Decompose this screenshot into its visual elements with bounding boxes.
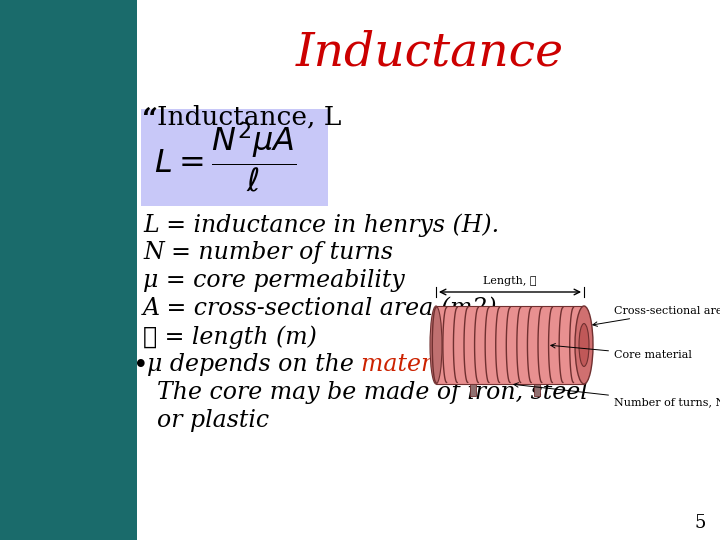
Text: material of core.: material of core. <box>361 353 560 376</box>
Text: “: “ <box>142 107 158 134</box>
Text: The core may be made of iron, steel: The core may be made of iron, steel <box>157 381 588 404</box>
Text: μ = core permeability: μ = core permeability <box>143 269 405 292</box>
Bar <box>436 306 584 384</box>
FancyBboxPatch shape <box>141 109 328 206</box>
Bar <box>0 0 137 540</box>
Text: Core material: Core material <box>551 343 692 360</box>
Bar <box>534 384 540 396</box>
Text: Inductance: Inductance <box>296 30 564 75</box>
Text: ℓ = length (m): ℓ = length (m) <box>143 325 317 348</box>
Text: Length, ℓ: Length, ℓ <box>483 276 536 286</box>
Text: μ depends on the: μ depends on the <box>147 353 361 376</box>
Text: •: • <box>133 353 148 378</box>
Text: N = number of turns: N = number of turns <box>143 241 393 264</box>
Ellipse shape <box>575 306 593 384</box>
Text: Inductance, L: Inductance, L <box>157 105 341 130</box>
Ellipse shape <box>430 306 442 384</box>
Text: Cross-sectional area, A: Cross-sectional area, A <box>593 306 720 326</box>
Text: $\mathit{L} = \dfrac{\mathit{N}^2\mathit{\mu A}}{\mathit{\ell}}$: $\mathit{L} = \dfrac{\mathit{N}^2\mathit… <box>154 120 297 194</box>
Text: L = inductance in henrys (H).: L = inductance in henrys (H). <box>143 213 499 237</box>
Ellipse shape <box>579 323 589 367</box>
Text: A = cross-sectional area (m2): A = cross-sectional area (m2) <box>143 297 498 320</box>
Text: Number of turns, N: Number of turns, N <box>514 383 720 407</box>
Text: 5: 5 <box>695 514 706 532</box>
Bar <box>470 384 476 396</box>
Text: or plastic: or plastic <box>157 409 269 432</box>
